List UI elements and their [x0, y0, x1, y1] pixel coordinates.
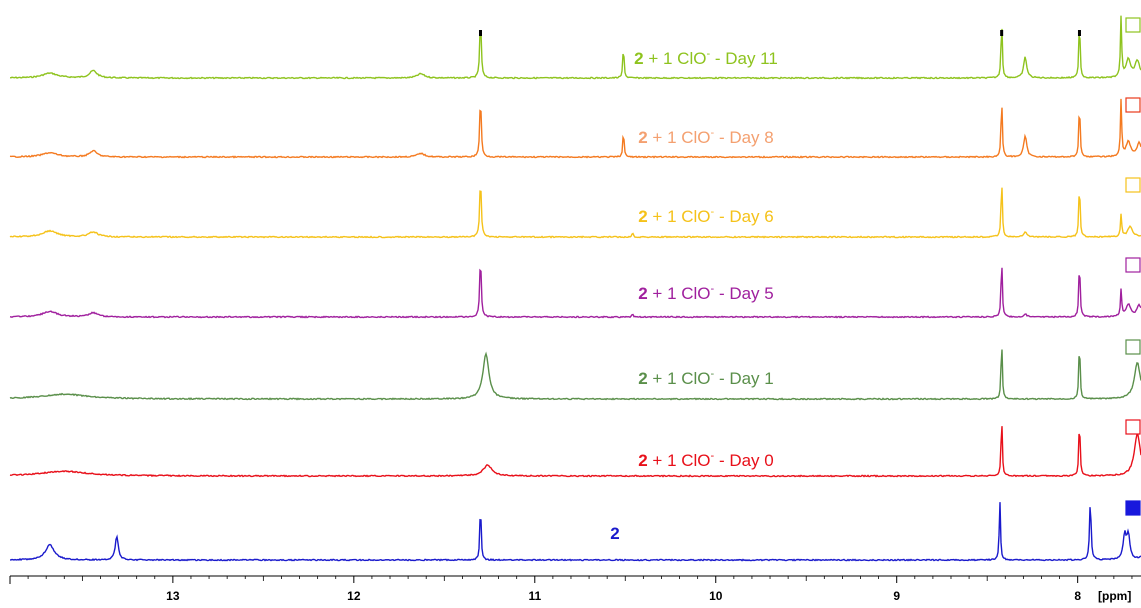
label-text: + 1 ClO: [648, 284, 711, 303]
legend-marker-1: [1125, 17, 1141, 33]
compound-number: 2: [638, 284, 647, 303]
compound-number: 2: [638, 207, 647, 226]
label-text: + 1 ClO: [648, 369, 711, 388]
x-axis: 13 12 11 10 9 8 [ppm]: [9, 575, 1141, 603]
label-text: + 1 ClO: [648, 207, 711, 226]
legend-markers: [1125, 17, 1141, 516]
spectrum-labels: 2 + 1 ClO- - Day 112 + 1 ClO- - Day 82 +…: [610, 48, 778, 543]
label-day: - Day 8: [714, 128, 774, 147]
legend-marker-4: [1125, 257, 1141, 273]
x-axis-label: [ppm]: [1098, 589, 1131, 603]
label-day: - Day 5: [714, 284, 774, 303]
legend-marker-6: [1125, 419, 1141, 435]
legend-marker-7: [1125, 500, 1141, 516]
spectrum-trace-7: [9, 502, 1141, 562]
spectra-traces: [9, 15, 1141, 562]
compound-number: 2: [638, 369, 647, 388]
spectrum-label-1: 2 + 1 ClO- - Day 11: [634, 48, 778, 68]
peak-clip-mark: [478, 30, 482, 36]
label-superscript: -: [711, 127, 715, 139]
x-tick-label: 9: [893, 589, 900, 603]
x-axis-ticks: 13 12 11 10 9 8: [9, 576, 1133, 603]
label-day: - Day 6: [714, 207, 774, 226]
label-text: + 1 ClO: [648, 451, 711, 470]
label-superscript: -: [711, 283, 715, 295]
spectrum-trace-1: [9, 15, 1141, 80]
label-superscript: -: [711, 206, 715, 218]
spectrum-label-3: 2 + 1 ClO- - Day 6: [638, 206, 774, 226]
x-tick-label: 11: [528, 589, 541, 603]
spectrum-label-5: 2 + 1 ClO- - Day 1: [638, 368, 774, 388]
spectrum-trace-3: [9, 187, 1141, 239]
spectrum-label-4: 2 + 1 ClO- - Day 5: [638, 283, 774, 303]
x-tick-label: 8: [1074, 589, 1081, 603]
spectrum-trace-4: [9, 267, 1141, 319]
peak-clip-mark: [1000, 30, 1004, 36]
label-superscript: -: [706, 48, 710, 60]
peak-clip-mark: [1077, 30, 1081, 36]
label-day: - Day 11: [710, 49, 778, 68]
spectrum-trace-6: [9, 426, 1141, 478]
compound-number: 2: [638, 451, 647, 470]
label-day: - Day 0: [714, 451, 774, 470]
label-text: + 1 ClO: [648, 128, 711, 147]
legend-marker-3: [1125, 177, 1141, 193]
legend-marker-2: [1125, 97, 1141, 113]
spectrum-label-6: 2 + 1 ClO- - Day 0: [638, 450, 774, 470]
x-tick-label: 12: [347, 589, 361, 603]
label-superscript: -: [711, 368, 715, 380]
legend-marker-5: [1125, 339, 1141, 355]
spectrum-trace-2: [9, 98, 1141, 159]
x-tick-label: 13: [166, 589, 180, 603]
label-day: - Day 1: [714, 369, 774, 388]
compound-number: 2: [634, 49, 643, 68]
compound-number: 2: [638, 128, 647, 147]
label-text: + 1 ClO: [644, 49, 707, 68]
spectrum-label-2: 2 + 1 ClO- - Day 8: [638, 127, 774, 147]
x-tick-label: 10: [709, 589, 723, 603]
spectrum-label-7: 2: [610, 524, 619, 543]
label-superscript: -: [711, 450, 715, 462]
compound-number: 2: [610, 524, 619, 543]
spectrum-trace-5: [9, 349, 1141, 401]
